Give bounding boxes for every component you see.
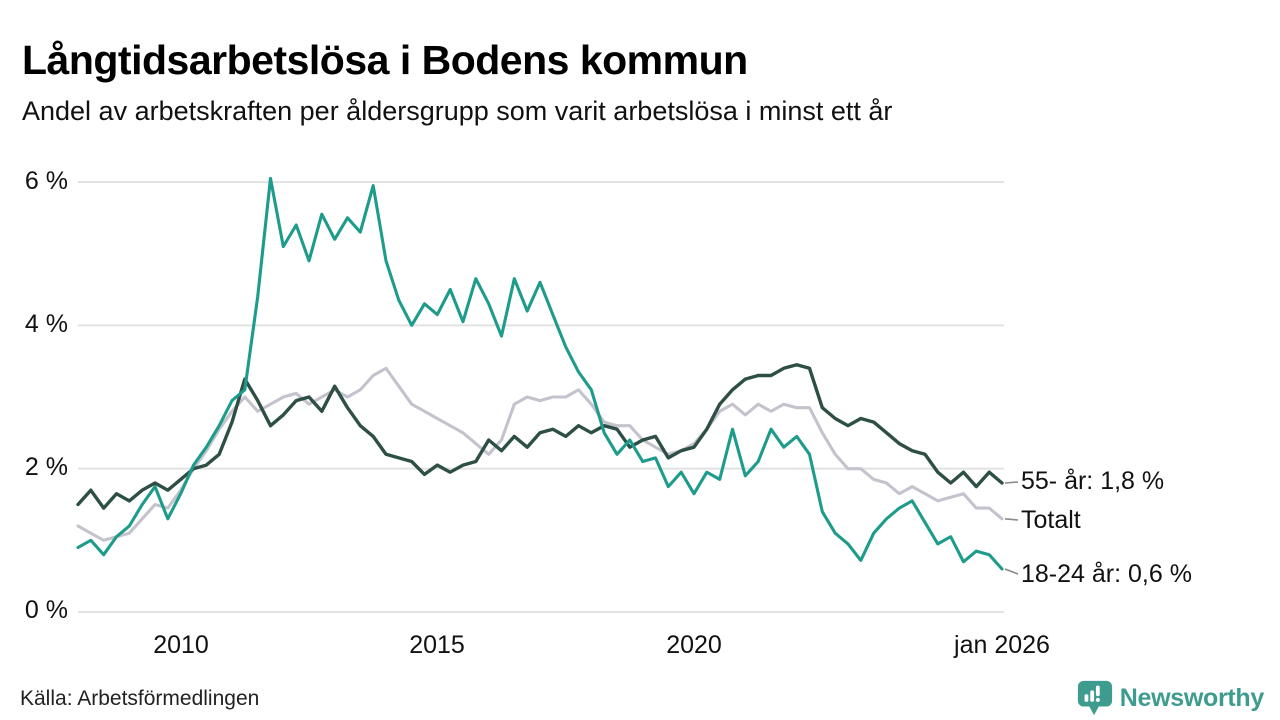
source-note: Källa: Arbetsförmedlingen [20, 687, 260, 710]
page-subtitle: Andel av arbetskraften per åldersgrupp s… [22, 96, 893, 126]
x-axis-tick-2010: 2010 [153, 631, 209, 659]
y-axis-tick-0: 0 % [24, 596, 68, 624]
label-connector [1004, 518, 1019, 521]
brand-wordmark: Newsworthy [1119, 683, 1265, 712]
y-axis-tick-4: 4 % [24, 310, 68, 338]
series-line-55-r [76, 363, 1004, 510]
brand-logo: Newsworthy [1076, 679, 1264, 717]
y-axis-tick-6: 6 % [24, 167, 68, 195]
label-connector [1004, 481, 1019, 484]
y-axis-tick-2: 2 % [24, 453, 68, 481]
x-axis-tick-2015: 2015 [409, 631, 465, 659]
series-line-totalt [76, 366, 1004, 542]
x-axis-tick-2020: 2020 [666, 631, 722, 659]
label-connector [1004, 568, 1019, 575]
series-label-totalt: Totalt [1021, 506, 1081, 534]
x-axis-tick-jan-2026: jan 2026 [954, 631, 1050, 659]
page-title: Långtidsarbetslösa i Bodens kommun [22, 37, 748, 84]
series-line-18-24-r [76, 176, 1004, 571]
series-label-55-ar: 55- år: 1,8 % [1021, 467, 1165, 495]
newsworthy-pin-icon [1077, 680, 1112, 716]
series-label-18-24-ar: 18-24 år: 0,6 % [1021, 560, 1192, 588]
